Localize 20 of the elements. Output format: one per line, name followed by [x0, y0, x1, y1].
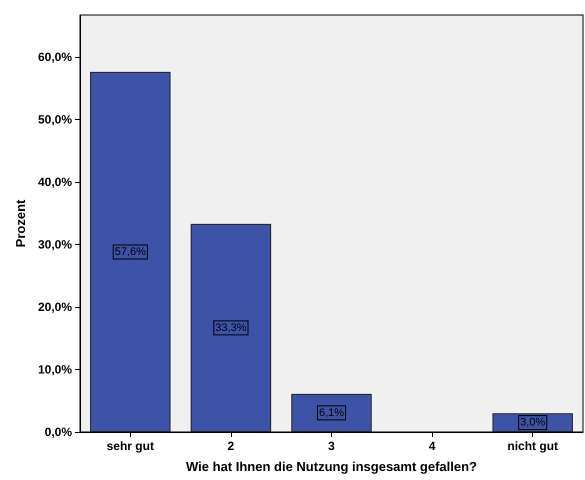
- data-label: 57,6%: [114, 246, 146, 258]
- data-label: 33,3%: [215, 322, 247, 334]
- x-axis-title: Wie hat Ihnen die Nutzung insgesamt gefallen?: [186, 459, 478, 474]
- x-tick-label: 2: [228, 439, 235, 453]
- x-tick-label: nicht gut: [507, 439, 558, 453]
- bar: [190, 224, 272, 432]
- bar: [90, 72, 171, 432]
- y-tick-label: 60,0%: [38, 50, 72, 64]
- y-tick-label: 10,0%: [38, 362, 72, 376]
- y-tick-label: 50,0%: [38, 112, 72, 126]
- x-tick-label: 4: [428, 439, 436, 453]
- x-tick-label: 3: [328, 439, 336, 453]
- y-tick-label: 0,0%: [44, 425, 72, 439]
- x-tick-label: sehr gut: [106, 439, 154, 453]
- y-tick-label: 20,0%: [38, 300, 72, 314]
- data-label: 6,1%: [318, 406, 344, 419]
- y-tick-label: 40,0%: [38, 174, 72, 189]
- y-axis-title: Prozent: [13, 198, 28, 248]
- data-label: 3,0%: [520, 416, 546, 429]
- y-tick-label: 30,0%: [38, 237, 72, 252]
